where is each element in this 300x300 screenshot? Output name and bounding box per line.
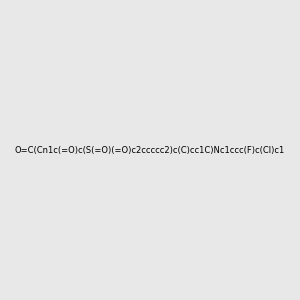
Text: O=C(Cn1c(=O)c(S(=O)(=O)c2ccccc2)c(C)cc1C)Nc1ccc(F)c(Cl)c1: O=C(Cn1c(=O)c(S(=O)(=O)c2ccccc2)c(C)cc1C…	[15, 146, 285, 154]
